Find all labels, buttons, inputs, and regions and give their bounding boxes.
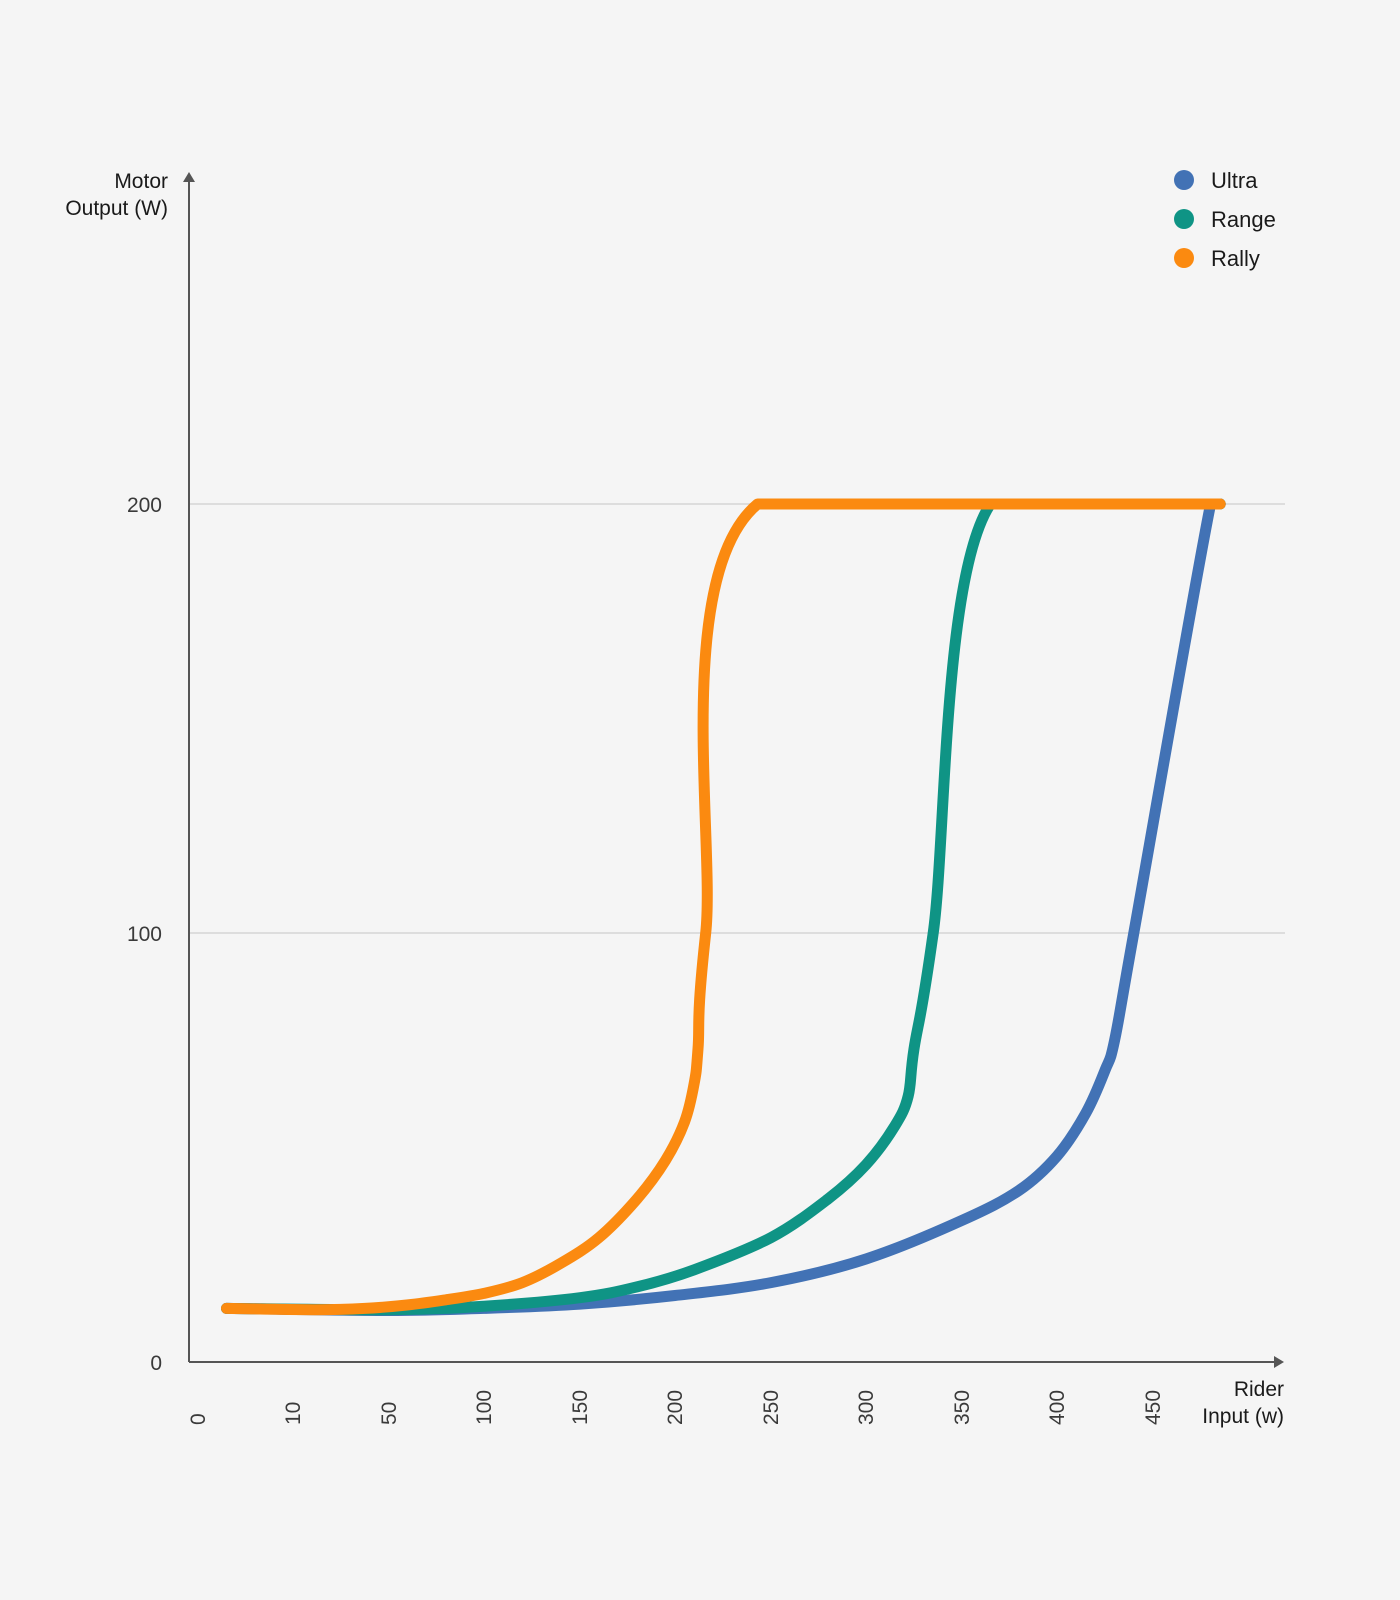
x-axis-title-line-1: Rider (1234, 1378, 1284, 1401)
x-axis-title-line-2: Input (w) (1202, 1405, 1284, 1428)
legend-label-rally: Rally (1211, 246, 1260, 271)
x-tick-label: 100 (473, 1390, 496, 1425)
x-tick-label: 450 (1142, 1390, 1165, 1425)
x-tick-labels: 0 10 50 100 150 200 250 300 350 400 450 (187, 1390, 1165, 1425)
y-axis-title-line-2: Output (W) (65, 197, 168, 220)
x-tick-label: 250 (760, 1390, 783, 1425)
x-tick-label: 300 (855, 1390, 878, 1425)
x-tick-label: 150 (569, 1390, 592, 1425)
series-line-ultra (221, 498, 1226, 1316)
x-tick-label: 50 (378, 1402, 401, 1425)
x-tick-label: 0 (187, 1413, 210, 1425)
y-axis-title-line-1: Motor (114, 170, 168, 193)
legend-marker-ultra (1174, 170, 1194, 190)
x-axis-arrow-icon (1274, 1356, 1284, 1368)
legend-marker-rally (1174, 248, 1194, 268)
y-axis-title: Motor Output (W) (65, 170, 168, 220)
x-axis-title: Rider Input (w) (1202, 1378, 1284, 1428)
legend-label-ultra: Ultra (1211, 168, 1258, 193)
y-tick-labels: 0 100 200 (127, 494, 162, 1375)
series-lines (221, 498, 1226, 1316)
x-tick-label: 200 (664, 1390, 687, 1425)
x-tick-label: 10 (282, 1402, 305, 1425)
y-axis-arrow-icon (183, 172, 195, 182)
legend-label-range: Range (1211, 207, 1276, 232)
y-tick-label: 200 (127, 494, 162, 517)
y-tick-label: 100 (127, 923, 162, 946)
series-line-rally (221, 498, 1226, 1316)
legend: Ultra Range Rally (1174, 168, 1276, 271)
x-tick-label: 350 (951, 1390, 974, 1425)
gridlines (189, 503, 1285, 934)
axes (183, 172, 1284, 1368)
legend-marker-range (1174, 209, 1194, 229)
x-tick-label: 400 (1046, 1390, 1069, 1425)
series-line-range (221, 498, 1226, 1316)
y-tick-label: 0 (150, 1352, 162, 1375)
